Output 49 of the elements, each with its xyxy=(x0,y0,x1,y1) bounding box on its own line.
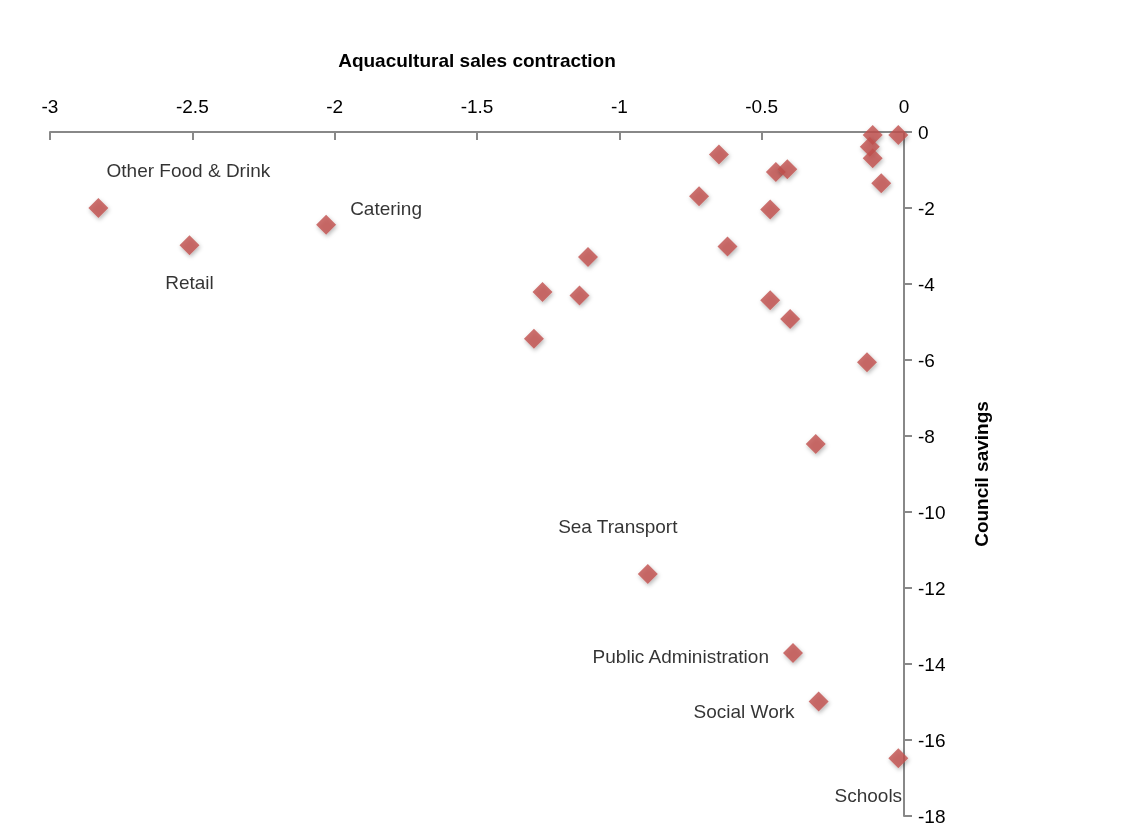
point xyxy=(569,285,590,306)
point xyxy=(888,748,909,769)
data-label: Social Work xyxy=(693,701,796,723)
point xyxy=(708,144,729,165)
y-axis-title: Council savings xyxy=(971,401,992,547)
x-tick-label: -1.5 xyxy=(460,96,494,117)
point xyxy=(782,642,803,663)
y-tick-label: -8 xyxy=(918,425,935,447)
point xyxy=(888,125,909,146)
x-tick-label: -2.5 xyxy=(175,96,209,117)
x-axis-title: Aquacultural sales contraction xyxy=(338,50,616,71)
point xyxy=(637,563,658,584)
data-label: Retail xyxy=(165,272,214,294)
y-tick-label: -18 xyxy=(918,805,946,827)
x-tick-label: 0 xyxy=(898,96,910,117)
point xyxy=(760,290,781,311)
point xyxy=(578,247,599,268)
point xyxy=(532,281,553,302)
y-tick-label: -10 xyxy=(918,501,946,523)
point xyxy=(808,691,829,712)
data-label: Public Administration xyxy=(592,646,769,668)
y-tick-label: -2 xyxy=(918,197,935,219)
point xyxy=(856,352,877,373)
y-tick-label: -14 xyxy=(918,653,946,675)
point xyxy=(179,235,200,256)
point xyxy=(871,173,892,194)
y-tick-label: -4 xyxy=(918,273,936,295)
point xyxy=(523,328,544,349)
y-tick-label: 0 xyxy=(918,121,929,143)
point xyxy=(777,159,798,180)
y-tick-label: -6 xyxy=(918,349,935,371)
point xyxy=(780,308,801,329)
x-tick-label: -0.5 xyxy=(745,96,779,117)
point xyxy=(805,433,826,454)
y-tick-label: -12 xyxy=(918,577,946,599)
point xyxy=(88,198,109,218)
data-label: Other Food & Drink xyxy=(106,160,271,181)
y-tick-label: -16 xyxy=(918,729,946,751)
x-tick-label: -2 xyxy=(326,96,344,117)
data-label: Schools xyxy=(834,785,903,807)
data-label: Sea Transport xyxy=(558,515,679,537)
point xyxy=(316,214,337,235)
x-tick-label: -3 xyxy=(41,96,59,117)
point xyxy=(862,148,883,169)
point xyxy=(717,236,738,257)
x-tick-label: -1 xyxy=(610,96,628,117)
point xyxy=(760,199,781,220)
data-label: Catering xyxy=(350,198,422,220)
point xyxy=(689,186,710,207)
